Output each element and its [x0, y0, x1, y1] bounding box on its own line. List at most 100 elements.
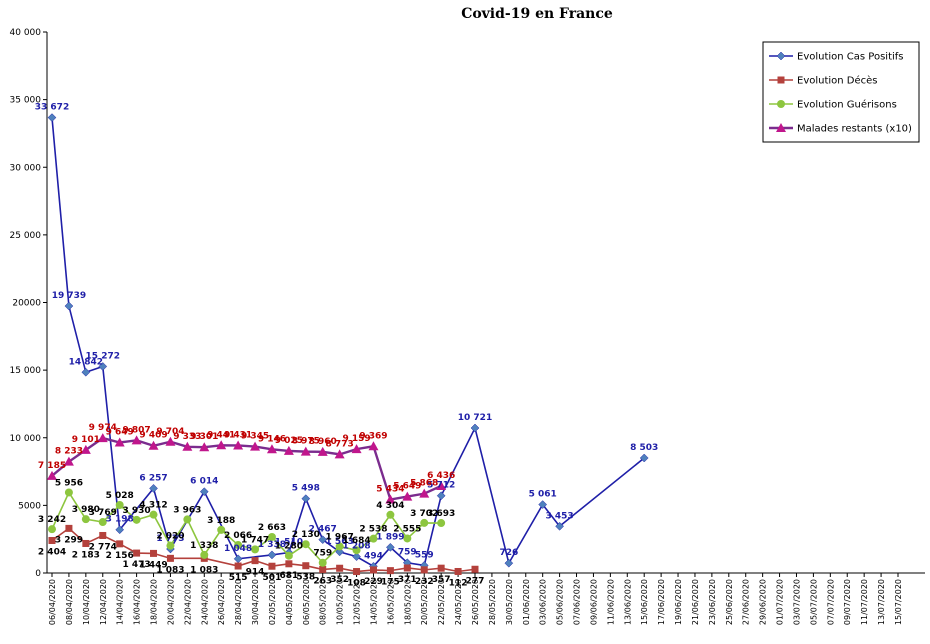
data-label: 1 473 — [123, 560, 151, 570]
y-tick-label: 5000 — [18, 501, 41, 511]
data-label: 5 028 — [106, 491, 134, 501]
x-tick-label: 14/04/2020 — [116, 579, 125, 625]
x-tick-label: 30/04/2020 — [251, 579, 260, 625]
data-point-marker — [234, 541, 243, 550]
data-label: 5 061 — [529, 490, 557, 500]
data-point-marker — [385, 494, 396, 504]
data-label: 759 — [313, 549, 332, 559]
x-tick-label: 01/07/2020 — [776, 579, 785, 625]
data-point-marker — [149, 510, 158, 519]
data-label: 9 704 — [156, 427, 184, 437]
data-label: 759 — [398, 548, 417, 558]
series-evolution-gu-risons — [48, 488, 446, 567]
x-tick-label: 06/04/2020 — [48, 579, 57, 625]
x-tick-label: 26/05/2020 — [471, 579, 480, 625]
data-label: 3 242 — [38, 515, 66, 525]
data-label: 8 233 — [55, 447, 83, 457]
data-point-marker — [353, 568, 361, 576]
data-label: 3 702 — [410, 509, 438, 519]
data-point-marker — [268, 562, 276, 570]
data-label: 19 739 — [52, 291, 86, 301]
data-point-marker — [777, 100, 785, 108]
data-point-marker — [334, 449, 345, 459]
data-label: 263 — [313, 576, 332, 586]
data-label: 352 — [330, 575, 349, 585]
data-point-marker — [133, 549, 141, 557]
data-label: 2 774 — [89, 542, 117, 552]
legend-label: Evolution Cas Positifs — [797, 52, 904, 63]
data-point-marker — [335, 542, 344, 551]
data-label: 9 159 — [342, 434, 370, 444]
data-point-marker — [250, 441, 261, 451]
y-tick-label: 10 000 — [10, 434, 42, 444]
data-point-marker — [150, 549, 158, 557]
data-label: 1 083 — [190, 565, 218, 575]
series-malades-restants-x10 — [47, 433, 447, 504]
data-label: 559 — [415, 550, 434, 560]
data-label: 1 747 — [241, 535, 269, 545]
data-point-marker — [283, 445, 294, 455]
data-point-marker — [419, 488, 430, 498]
data-label: 4 304 — [376, 501, 404, 511]
data-point-marker — [266, 444, 277, 454]
x-tick-label: 07/07/2020 — [826, 579, 835, 625]
data-label: 9 807 — [123, 425, 151, 435]
data-label: 3 188 — [207, 516, 235, 526]
x-tick-label: 15/06/2020 — [640, 579, 649, 625]
data-label: 2 663 — [258, 523, 286, 533]
x-tick-label: 16/04/2020 — [133, 579, 142, 625]
x-tick-label: 20/04/2020 — [166, 579, 175, 625]
x-tick-label: 05/07/2020 — [809, 579, 818, 625]
chart-legend: Evolution Cas Positifs Evolution Décès Evo… — [762, 41, 920, 143]
data-label: 10 721 — [458, 413, 492, 423]
data-label: 5 712 — [427, 481, 455, 491]
x-tick-label: 09/06/2020 — [589, 579, 598, 625]
data-point-marker — [200, 550, 209, 559]
data-label: 229 — [364, 577, 383, 587]
data-point-marker — [166, 554, 174, 562]
data-point-marker — [471, 565, 479, 573]
data-point-marker — [114, 437, 125, 447]
data-point-marker — [351, 444, 362, 454]
x-tick-label: 04/05/2020 — [285, 579, 294, 625]
data-label: 1 338 — [258, 540, 286, 550]
data-point-marker — [300, 446, 311, 456]
x-tick-label: 18/05/2020 — [403, 579, 412, 625]
data-point-marker — [352, 546, 361, 555]
y-tick-label: 25 000 — [10, 231, 42, 241]
data-point-marker — [251, 545, 260, 554]
data-label: 277 — [466, 576, 485, 586]
x-tick-label: 15/07/2020 — [894, 579, 903, 625]
data-point-marker — [319, 565, 327, 573]
x-tick-label: 19/06/2020 — [674, 579, 683, 625]
data-point-marker — [267, 550, 277, 560]
data-label: 8 975 — [292, 437, 320, 447]
data-point-marker — [183, 515, 192, 524]
data-label: 1 563 — [326, 537, 354, 547]
data-point-marker — [165, 436, 176, 446]
series-layer — [47, 113, 649, 576]
data-label: 1 208 — [342, 542, 370, 552]
x-tick-label: 24/05/2020 — [454, 579, 463, 625]
data-point-marker — [217, 525, 226, 534]
data-label: 5 868 — [410, 479, 438, 489]
data-label: 3 198 — [106, 515, 134, 525]
data-point-marker — [301, 494, 311, 503]
data-label: 2 467 — [309, 525, 337, 535]
data-label: 9 974 — [89, 423, 117, 433]
data-label: 3 930 — [123, 506, 151, 516]
data-point-marker — [317, 446, 328, 456]
data-label: 15 272 — [86, 351, 120, 361]
x-tick-label: 05/06/2020 — [556, 579, 565, 625]
data-label: 175 — [381, 578, 400, 588]
data-point-marker — [99, 531, 107, 539]
data-label: 914 — [246, 568, 265, 578]
x-tick-label: 11/07/2020 — [860, 579, 869, 625]
data-label: 2 130 — [292, 530, 320, 540]
x-tick-label: 03/06/2020 — [539, 579, 548, 625]
data-label: 1 280 — [275, 542, 303, 552]
data-label: 9 431 — [224, 430, 252, 440]
data-point-marker — [98, 362, 108, 371]
data-label: 1 449 — [139, 560, 167, 570]
